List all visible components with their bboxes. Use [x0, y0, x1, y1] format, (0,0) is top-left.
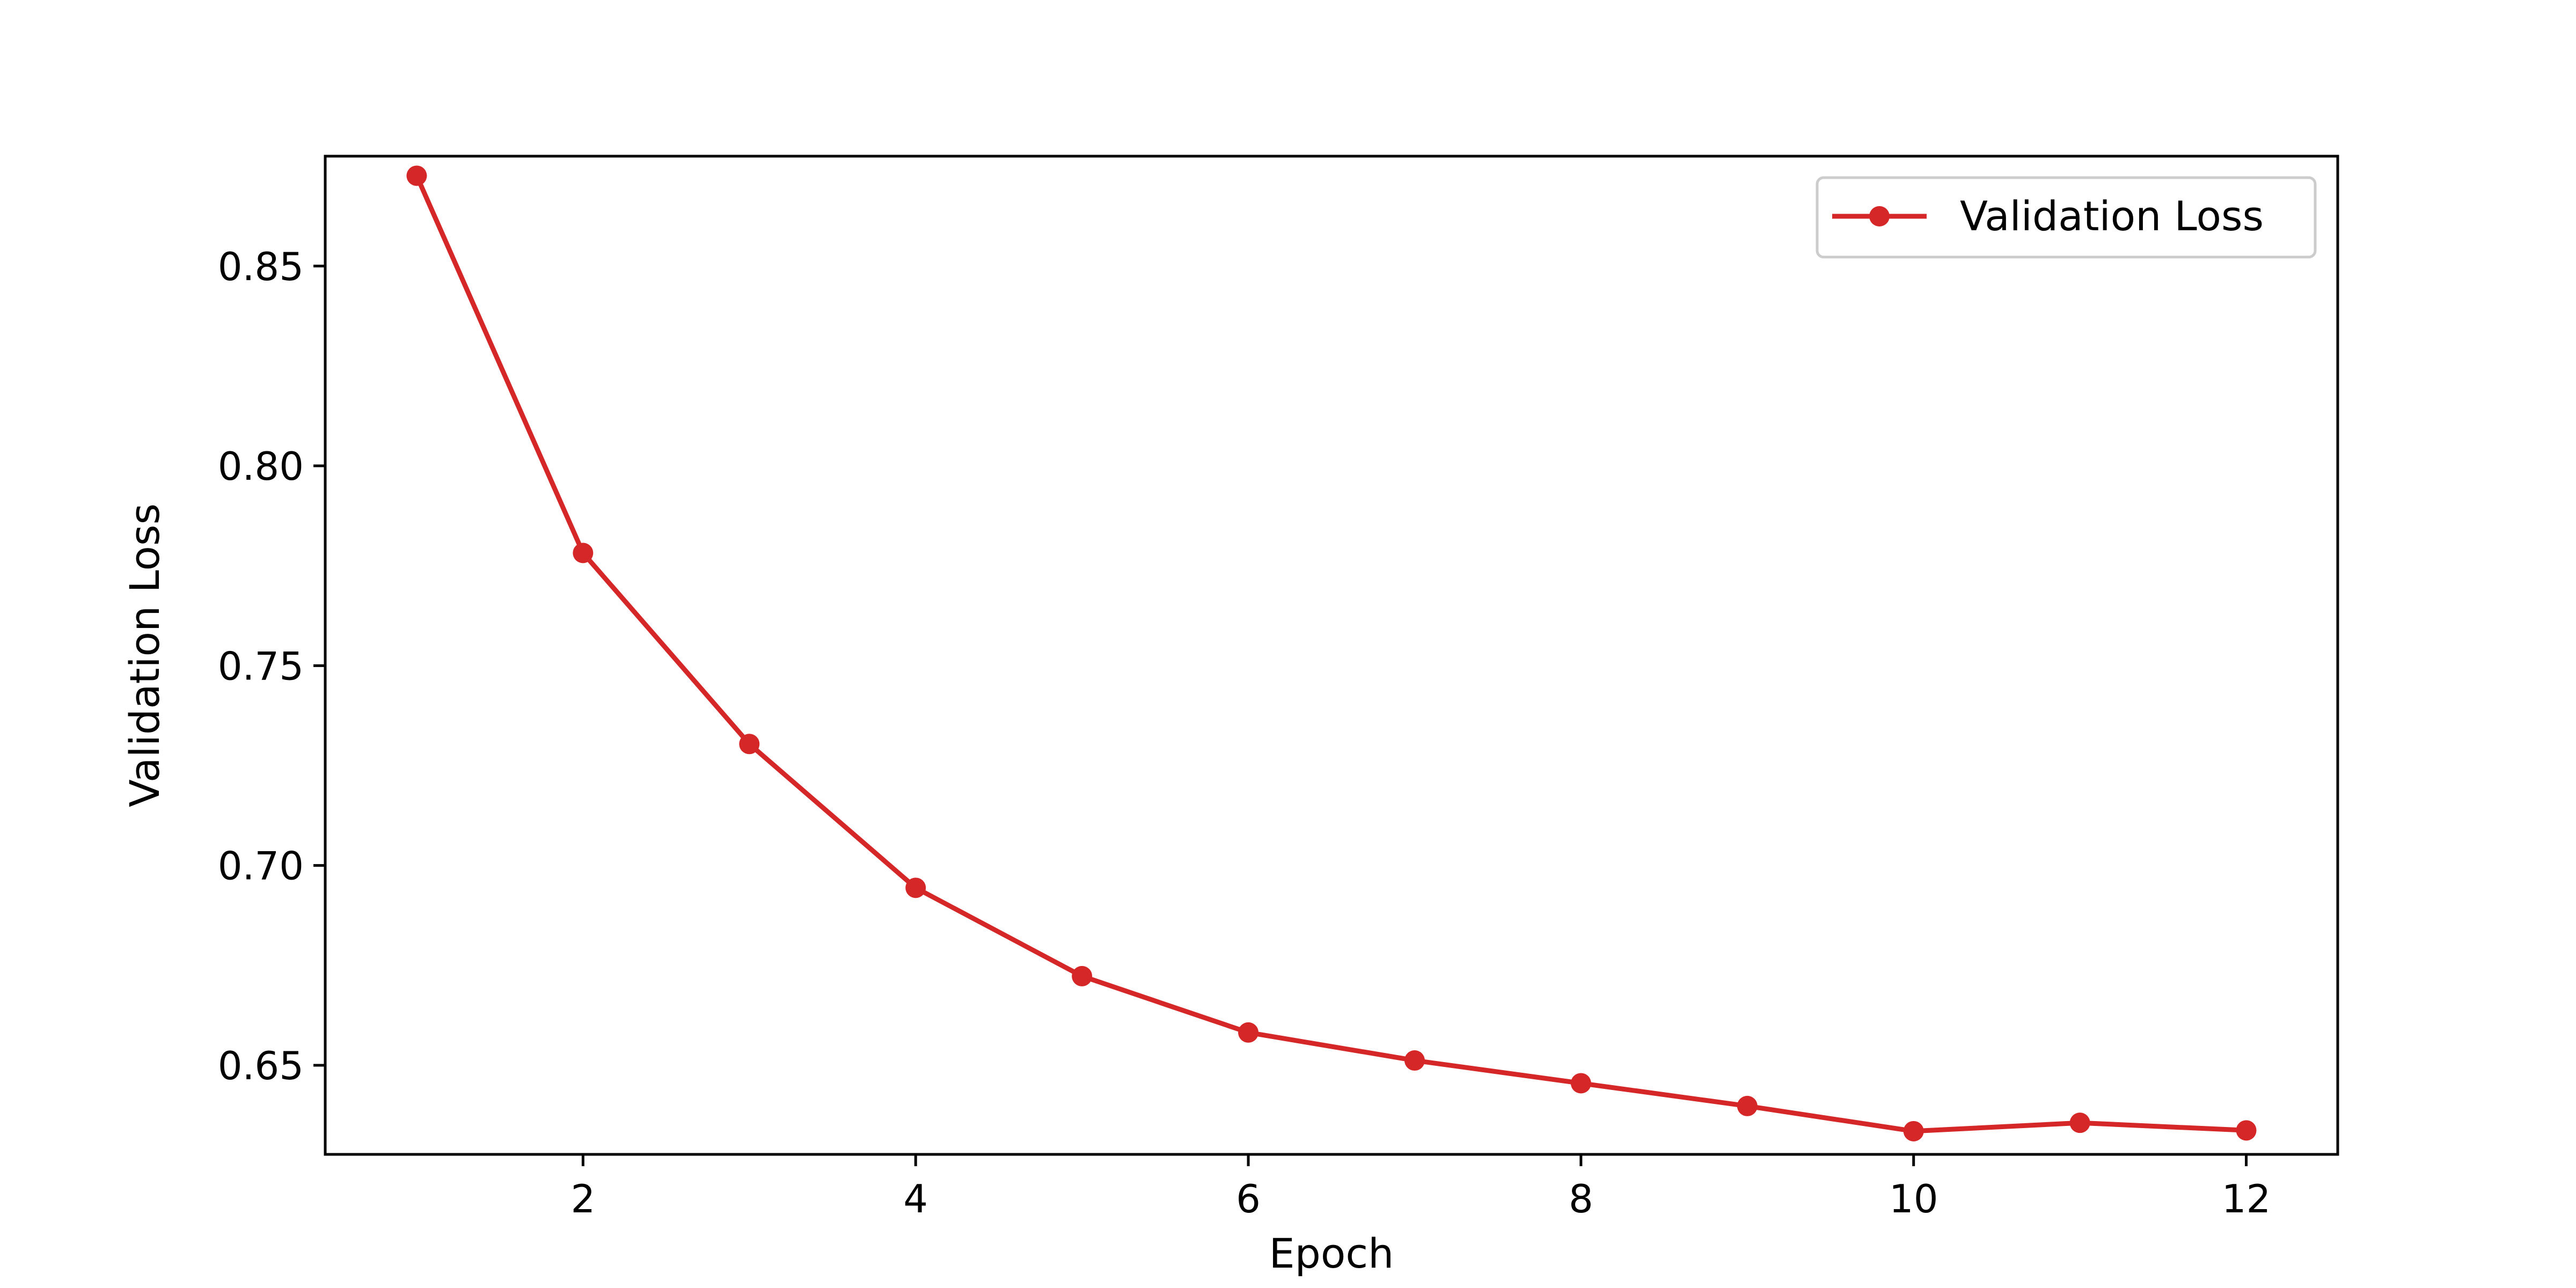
y-tick-label: 0.75: [218, 643, 304, 689]
x-tick-label: 12: [2222, 1176, 2271, 1221]
x-tick-label: 4: [903, 1176, 928, 1221]
legend: Validation Loss: [1816, 176, 2317, 259]
data-point: [2236, 1120, 2257, 1141]
data-point: [1238, 1022, 1259, 1043]
data-point: [1570, 1073, 1591, 1094]
data-point: [1404, 1050, 1425, 1071]
data-point: [1903, 1121, 1924, 1141]
y-tick-label: 0.65: [218, 1043, 304, 1088]
y-axis-label: Validation Loss: [121, 503, 169, 807]
y-tick-label: 0.80: [218, 444, 304, 489]
x-axis-label: Epoch: [1269, 1230, 1394, 1277]
data-point: [739, 734, 760, 755]
y-tick-label: 0.85: [218, 244, 304, 289]
series-line: [414, 174, 2246, 1134]
x-tick-label: 8: [1569, 1176, 1593, 1221]
legend-label: Validation Loss: [1960, 192, 2264, 240]
legend-box: [1816, 176, 2317, 259]
x-tick-label: 10: [1889, 1176, 1938, 1221]
data-point: [1072, 965, 1093, 986]
x-tick-label: 2: [570, 1176, 595, 1221]
data-point: [2069, 1113, 2090, 1133]
data-point: [406, 165, 427, 186]
y-tick-label: 0.70: [218, 844, 304, 889]
data-point: [1737, 1095, 1758, 1116]
x-tick-label: 6: [1236, 1176, 1261, 1221]
data-point: [573, 543, 594, 564]
plot-frame: [324, 155, 2339, 1156]
data-point: [905, 877, 926, 898]
legend-marker: [1869, 206, 1890, 226]
